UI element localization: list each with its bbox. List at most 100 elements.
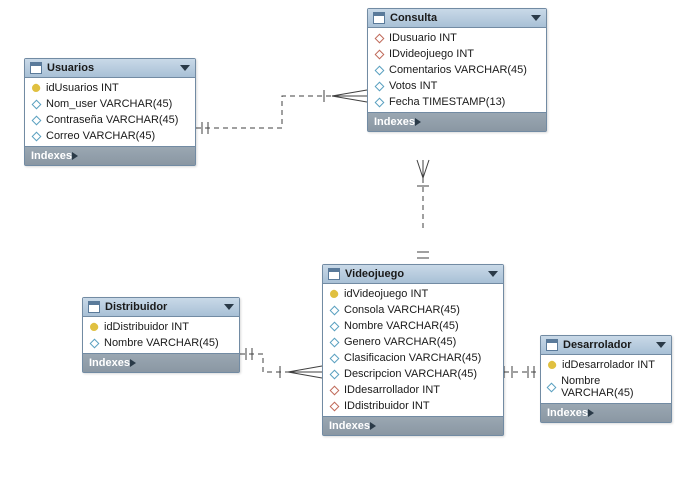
column-label: idVideojuego INT <box>344 288 428 300</box>
primary-key-icon <box>329 289 339 299</box>
collapse-icon[interactable] <box>531 15 541 21</box>
column-label: Nom_user VARCHAR(45) <box>46 98 172 110</box>
attribute-icon <box>329 369 339 379</box>
column-label: Nombre VARCHAR(45) <box>344 320 459 332</box>
attribute-icon <box>329 321 339 331</box>
attribute-icon <box>329 305 339 315</box>
expand-icon[interactable] <box>370 422 376 430</box>
foreign-key-icon <box>329 385 339 395</box>
column-label: Contraseña VARCHAR(45) <box>46 114 178 126</box>
column-row[interactable]: IDvideojuego INT <box>368 46 546 62</box>
table-icon <box>30 62 42 74</box>
table-icon <box>546 339 558 351</box>
entity-title: Usuarios <box>47 62 94 74</box>
column-label: Nombre VARCHAR(45) <box>561 375 665 399</box>
attribute-icon <box>31 115 41 125</box>
column-row[interactable]: Nombre VARCHAR(45) <box>541 373 671 401</box>
collapse-icon[interactable] <box>224 304 234 310</box>
attribute-icon <box>374 65 384 75</box>
expand-icon[interactable] <box>588 409 594 417</box>
column-list: idDistribuidor INT Nombre VARCHAR(45) <box>83 317 239 353</box>
entity-title: Videojuego <box>345 268 404 280</box>
column-label: Votos INT <box>389 80 437 92</box>
entity-header[interactable]: Usuarios <box>25 59 195 78</box>
attribute-icon <box>329 337 339 347</box>
column-label: Correo VARCHAR(45) <box>46 130 155 142</box>
column-row[interactable]: idVideojuego INT <box>323 286 503 302</box>
entity-title: Consulta <box>390 12 437 24</box>
collapse-icon[interactable] <box>656 342 666 348</box>
column-label: Genero VARCHAR(45) <box>344 336 456 348</box>
collapse-icon[interactable] <box>488 271 498 277</box>
attribute-icon <box>374 81 384 91</box>
table-icon <box>88 301 100 313</box>
column-row[interactable]: Fecha TIMESTAMP(13) <box>368 94 546 110</box>
attribute-icon <box>329 353 339 363</box>
column-label: Fecha TIMESTAMP(13) <box>389 96 505 108</box>
column-row[interactable]: Correo VARCHAR(45) <box>25 128 195 144</box>
entity-consulta[interactable]: Consulta IDusuario INT IDvideojuego INTCom… <box>367 8 547 132</box>
expand-icon[interactable] <box>72 152 78 160</box>
column-row[interactable]: IDdesarrollador INT <box>323 382 503 398</box>
indexes-label: Indexes <box>89 357 130 369</box>
indexes-label: Indexes <box>329 420 370 432</box>
column-row[interactable]: Contraseña VARCHAR(45) <box>25 112 195 128</box>
column-row[interactable]: Votos INT <box>368 78 546 94</box>
attribute-icon <box>31 131 41 141</box>
column-list: idDesarrolador INT Nombre VARCHAR(45) <box>541 355 671 403</box>
indexes-label: Indexes <box>374 116 415 128</box>
entity-usuarios[interactable]: Usuarios idUsuarios INT Nom_user VARCHAR(4… <box>24 58 196 166</box>
indexes-section[interactable]: Indexes <box>323 416 503 435</box>
column-label: IDdistribuidor INT <box>344 400 430 412</box>
column-row[interactable]: Clasificacion VARCHAR(45) <box>323 350 503 366</box>
column-row[interactable]: Comentarios VARCHAR(45) <box>368 62 546 78</box>
column-label: Nombre VARCHAR(45) <box>104 337 219 349</box>
attribute-icon <box>374 97 384 107</box>
attribute-icon <box>31 99 41 109</box>
entity-desarrolador[interactable]: Desarrolador idDesarrolador INT Nombre VAR… <box>540 335 672 423</box>
column-label: IDdesarrollador INT <box>344 384 440 396</box>
attribute-icon <box>547 382 556 392</box>
entity-title: Distribuidor <box>105 301 167 313</box>
indexes-section[interactable]: Indexes <box>368 112 546 131</box>
column-row[interactable]: Nombre VARCHAR(45) <box>83 335 239 351</box>
entity-header[interactable]: Distribuidor <box>83 298 239 317</box>
expand-icon[interactable] <box>415 118 421 126</box>
column-label: IDusuario INT <box>389 32 457 44</box>
indexes-label: Indexes <box>547 407 588 419</box>
table-icon <box>373 12 385 24</box>
entity-distribuidor[interactable]: Distribuidor idDistribuidor INT Nombre VAR… <box>82 297 240 373</box>
column-row[interactable]: Nombre VARCHAR(45) <box>323 318 503 334</box>
column-row[interactable]: idDistribuidor INT <box>83 319 239 335</box>
column-row[interactable]: Genero VARCHAR(45) <box>323 334 503 350</box>
collapse-icon[interactable] <box>180 65 190 71</box>
primary-key-icon <box>547 360 557 370</box>
column-row[interactable]: idUsuarios INT <box>25 80 195 96</box>
indexes-section[interactable]: Indexes <box>25 146 195 165</box>
foreign-key-icon <box>374 33 384 43</box>
entity-header[interactable]: Consulta <box>368 9 546 28</box>
entity-header[interactable]: Videojuego <box>323 265 503 284</box>
column-label: idUsuarios INT <box>46 82 119 94</box>
erd-canvas: Usuarios idUsuarios INT Nom_user VARCHAR(4… <box>0 0 678 503</box>
column-row[interactable]: IDusuario INT <box>368 30 546 46</box>
foreign-key-icon <box>329 401 339 411</box>
indexes-label: Indexes <box>31 150 72 162</box>
column-list: IDusuario INT IDvideojuego INTComentarios… <box>368 28 546 112</box>
column-row[interactable]: Descripcion VARCHAR(45) <box>323 366 503 382</box>
column-row[interactable]: Consola VARCHAR(45) <box>323 302 503 318</box>
column-row[interactable]: idDesarrolador INT <box>541 357 671 373</box>
expand-icon[interactable] <box>130 359 136 367</box>
column-list: idVideojuego INT Consola VARCHAR(45) Nombr… <box>323 284 503 416</box>
indexes-section[interactable]: Indexes <box>541 403 671 422</box>
column-label: Descripcion VARCHAR(45) <box>344 368 477 380</box>
primary-key-icon <box>31 83 41 93</box>
entity-header[interactable]: Desarrolador <box>541 336 671 355</box>
indexes-section[interactable]: Indexes <box>83 353 239 372</box>
column-row[interactable]: IDdistribuidor INT <box>323 398 503 414</box>
column-row[interactable]: Nom_user VARCHAR(45) <box>25 96 195 112</box>
attribute-icon <box>89 338 99 348</box>
column-label: Consola VARCHAR(45) <box>344 304 460 316</box>
entity-videojuego[interactable]: Videojuego idVideojuego INT Consola VARCHA… <box>322 264 504 436</box>
table-icon <box>328 268 340 280</box>
